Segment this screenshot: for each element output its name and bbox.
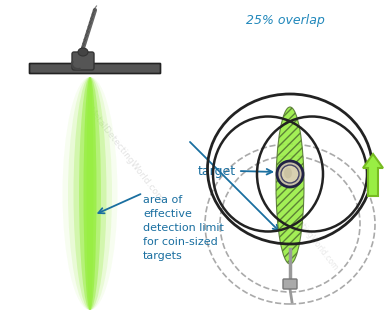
Ellipse shape — [68, 77, 112, 310]
Text: MetalDetectingWorld.com: MetalDetectingWorld.com — [271, 188, 339, 272]
Text: target: target — [198, 165, 236, 177]
FancyBboxPatch shape — [283, 279, 297, 289]
Text: MetalDetectingWorld.com: MetalDetectingWorld.com — [85, 106, 165, 204]
Ellipse shape — [78, 48, 88, 56]
Ellipse shape — [62, 77, 117, 310]
Ellipse shape — [84, 77, 97, 310]
FancyBboxPatch shape — [30, 63, 161, 73]
FancyBboxPatch shape — [72, 52, 94, 70]
Ellipse shape — [284, 167, 292, 178]
Circle shape — [277, 161, 303, 187]
Ellipse shape — [276, 107, 304, 264]
Ellipse shape — [87, 77, 94, 310]
Ellipse shape — [79, 77, 101, 310]
Text: area of
effective
detection limit
for coin-sized
targets: area of effective detection limit for co… — [143, 195, 224, 261]
Ellipse shape — [74, 77, 107, 310]
Circle shape — [281, 165, 299, 183]
Text: 25% overlap: 25% overlap — [246, 14, 325, 27]
FancyArrow shape — [363, 154, 383, 196]
